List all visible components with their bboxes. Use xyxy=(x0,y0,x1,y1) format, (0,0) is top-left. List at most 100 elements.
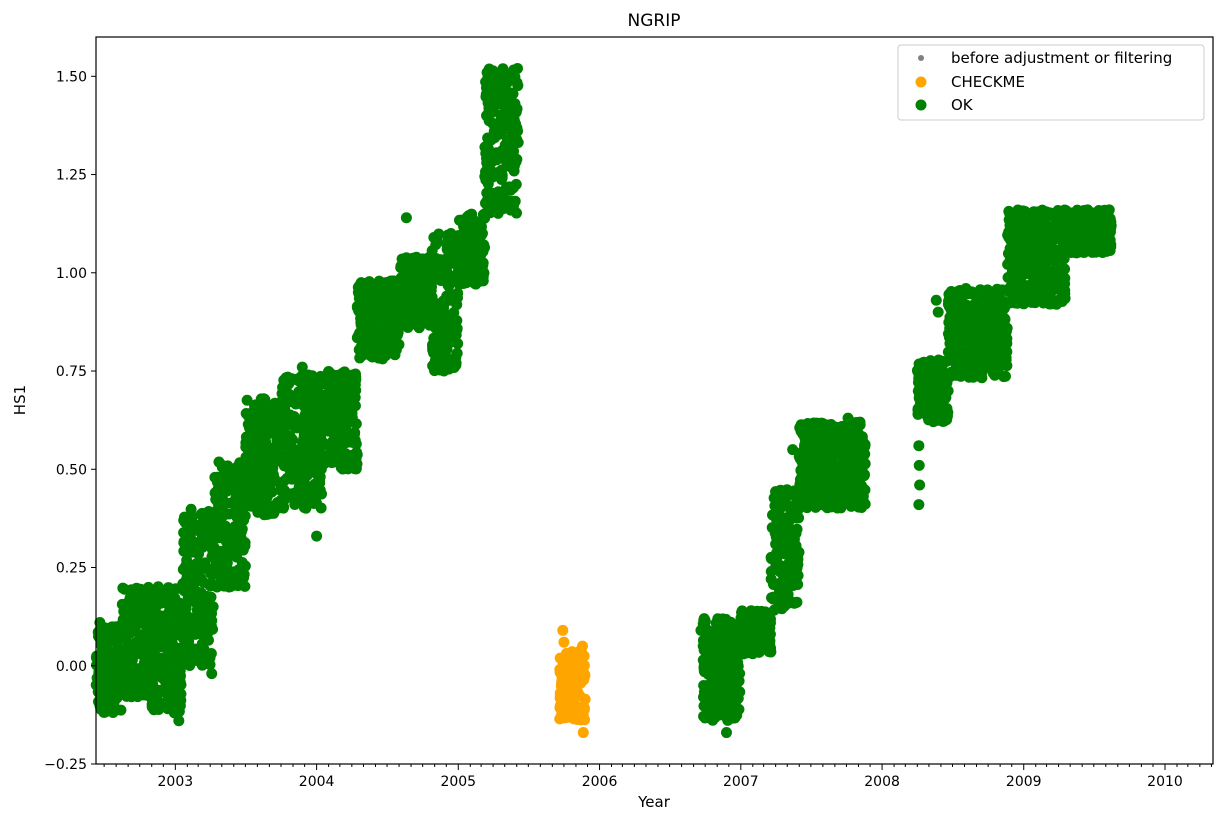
data-point xyxy=(1031,286,1043,298)
data-point xyxy=(769,500,781,512)
data-point xyxy=(291,488,303,500)
data-point xyxy=(1051,298,1063,310)
data-point xyxy=(168,621,180,633)
data-point xyxy=(820,488,832,500)
data-point xyxy=(385,275,397,287)
legend: before adjustment or filtering CHECKME O… xyxy=(897,44,1205,121)
data-point xyxy=(395,260,407,272)
data-point xyxy=(267,456,279,468)
data-point xyxy=(355,277,367,289)
data-point xyxy=(403,313,415,325)
data-point xyxy=(394,296,406,308)
data-point xyxy=(972,354,984,366)
data-point xyxy=(731,709,743,721)
data-point xyxy=(134,648,146,660)
data-point xyxy=(955,310,967,322)
data-point xyxy=(296,468,308,480)
data-point xyxy=(508,165,520,177)
data-point xyxy=(842,412,854,424)
data-point xyxy=(511,62,523,74)
data-point xyxy=(434,270,446,282)
data-point xyxy=(736,621,748,633)
data-point xyxy=(156,596,168,608)
x-tick-label: 2006 xyxy=(582,774,618,790)
data-point xyxy=(349,392,361,404)
data-point xyxy=(467,213,479,225)
data-point xyxy=(492,207,504,219)
data-point xyxy=(918,356,930,368)
data-point xyxy=(732,674,744,686)
data-point xyxy=(173,665,185,677)
data-point xyxy=(438,365,450,377)
x-tick-label: 2003 xyxy=(158,774,194,790)
data-point xyxy=(773,589,785,601)
data-point xyxy=(198,608,210,620)
data-point xyxy=(792,570,804,582)
data-point xyxy=(426,291,438,303)
data-point xyxy=(447,254,459,266)
data-point xyxy=(480,166,492,178)
data-point xyxy=(441,243,453,255)
data-point xyxy=(805,478,817,490)
data-point xyxy=(799,439,811,451)
data-point xyxy=(370,345,382,357)
legend-label-ok: OK xyxy=(951,96,974,114)
data-point xyxy=(774,548,786,560)
data-point xyxy=(152,659,164,671)
data-point xyxy=(945,295,957,307)
data-point xyxy=(268,507,280,519)
data-point xyxy=(105,659,117,671)
data-point xyxy=(277,381,289,393)
data-point xyxy=(977,331,989,343)
data-point xyxy=(495,173,507,185)
data-point xyxy=(206,668,218,680)
data-point xyxy=(822,477,834,489)
data-point xyxy=(180,574,192,586)
data-point xyxy=(958,367,970,379)
data-point xyxy=(296,361,308,373)
data-point xyxy=(954,322,966,334)
data-point xyxy=(1009,263,1021,275)
data-point xyxy=(1001,346,1013,358)
data-point xyxy=(194,519,206,531)
data-point xyxy=(238,514,250,526)
data-point xyxy=(409,274,421,286)
data-point xyxy=(572,663,584,675)
data-point xyxy=(228,464,240,476)
data-point xyxy=(768,578,780,590)
data-point xyxy=(695,624,707,636)
data-point xyxy=(400,212,412,224)
data-point xyxy=(577,727,589,739)
data-point xyxy=(1068,220,1080,232)
data-point xyxy=(327,445,339,457)
data-point xyxy=(481,187,493,199)
data-point xyxy=(352,330,364,342)
data-point xyxy=(335,462,347,474)
data-point xyxy=(1030,254,1042,266)
data-point xyxy=(326,385,338,397)
data-point xyxy=(173,715,185,727)
data-point xyxy=(825,439,837,451)
data-point xyxy=(180,560,192,572)
data-point xyxy=(311,466,323,478)
data-point xyxy=(1049,252,1061,264)
data-point xyxy=(854,482,866,494)
x-tick-label: 2008 xyxy=(864,774,900,790)
data-point xyxy=(511,133,523,145)
data-point xyxy=(161,676,173,688)
data-point xyxy=(237,544,249,556)
data-point xyxy=(494,69,506,81)
data-point xyxy=(390,344,402,356)
data-point xyxy=(258,509,270,521)
data-point xyxy=(207,601,219,613)
legend-marker-before xyxy=(918,55,924,61)
data-point xyxy=(479,207,491,219)
data-point xyxy=(709,689,721,701)
data-point xyxy=(1019,227,1031,239)
data-point xyxy=(1063,238,1075,250)
x-axis-label: Year xyxy=(637,793,671,811)
data-point xyxy=(1006,231,1018,243)
data-point xyxy=(755,625,767,637)
data-point xyxy=(166,700,178,712)
data-point xyxy=(220,533,232,545)
